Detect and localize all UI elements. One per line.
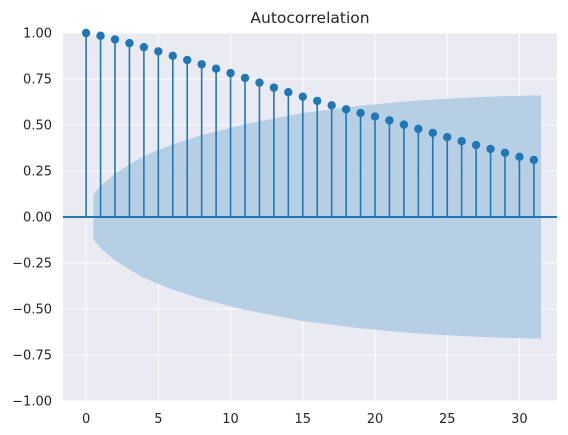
acf-point [139,42,149,52]
y-tick-label: −1.00 [12,395,52,410]
y-tick-label: −0.25 [12,257,52,272]
acf-point [298,92,307,101]
acf-point [284,88,293,97]
acf-point [428,128,437,138]
acf-point [110,35,120,44]
acf-point [197,60,206,69]
acf-point [269,83,279,92]
acf-stems [63,28,557,218]
acf-point [313,96,322,106]
acf-point [385,116,394,125]
acf-point [486,144,495,154]
x-tick-label: 25 [439,412,456,427]
acf-point [370,112,380,121]
acf-point [240,73,250,83]
acf-point [154,47,163,56]
x-tick-label: 30 [511,412,528,427]
x-tick-label: 5 [154,412,162,427]
y-tick-label: 1.00 [23,27,52,42]
acf-point [226,68,235,78]
x-tick-labels: 0 5 10 15 20 25 30 [82,412,528,427]
acf-point [471,140,481,150]
acf-point [399,120,409,129]
y-tick-label: 0.00 [23,211,52,226]
acf-point [414,124,423,134]
y-tick-label: −0.75 [12,349,52,364]
acf-point [255,78,264,87]
acf-point [96,31,105,40]
acf-point [443,132,452,142]
acf-point [183,55,192,65]
acf-point [125,38,134,48]
y-tick-labels: 1.00 0.75 0.50 0.25 0.00 −0.25 −0.50 −0.75 −1.00 [12,27,52,410]
y-tick-label: 0.25 [23,165,52,180]
acf-point [211,64,221,73]
acf-point [515,152,524,162]
acf-point [529,155,539,165]
acf-point [457,136,466,146]
x-tick-label: 0 [82,412,90,427]
acf-point [500,148,510,157]
acf-point [168,51,177,61]
x-tick-label: 20 [367,412,384,427]
acf-point [327,101,336,110]
y-tick-label: 0.75 [23,73,52,88]
x-tick-label: 10 [222,412,239,427]
acf-point [81,28,91,38]
acf-point [356,108,365,118]
x-tick-label: 15 [295,412,312,427]
y-tick-label: −0.50 [12,303,52,318]
chart-title: Autocorrelation [250,9,369,27]
acf-point [341,105,351,114]
y-tick-label: 0.50 [23,119,52,134]
